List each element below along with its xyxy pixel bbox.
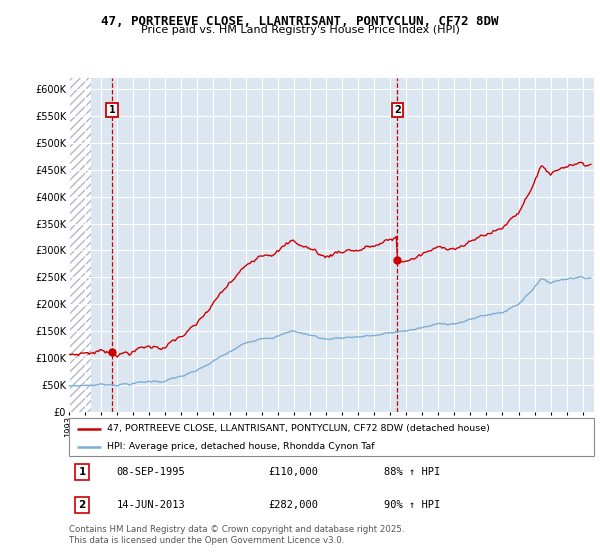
Text: 88% ↑ HPI: 88% ↑ HPI bbox=[384, 467, 440, 477]
Text: Contains HM Land Registry data © Crown copyright and database right 2025.
This d: Contains HM Land Registry data © Crown c… bbox=[69, 525, 404, 545]
Text: 1: 1 bbox=[79, 467, 86, 477]
Text: 47, PORTREEVE CLOSE, LLANTRISANT, PONTYCLUN, CF72 8DW (detached house): 47, PORTREEVE CLOSE, LLANTRISANT, PONTYC… bbox=[107, 424, 490, 433]
Text: 08-SEP-1995: 08-SEP-1995 bbox=[116, 467, 185, 477]
Text: £282,000: £282,000 bbox=[269, 500, 319, 510]
Text: 2: 2 bbox=[394, 105, 401, 115]
Text: Price paid vs. HM Land Registry's House Price Index (HPI): Price paid vs. HM Land Registry's House … bbox=[140, 25, 460, 35]
Text: £110,000: £110,000 bbox=[269, 467, 319, 477]
Text: 90% ↑ HPI: 90% ↑ HPI bbox=[384, 500, 440, 510]
Text: 14-JUN-2013: 14-JUN-2013 bbox=[116, 500, 185, 510]
Text: 1: 1 bbox=[109, 105, 116, 115]
Text: HPI: Average price, detached house, Rhondda Cynon Taf: HPI: Average price, detached house, Rhon… bbox=[107, 442, 374, 451]
FancyBboxPatch shape bbox=[69, 418, 594, 456]
Bar bbox=[69, 78, 91, 412]
Text: 47, PORTREEVE CLOSE, LLANTRISANT, PONTYCLUN, CF72 8DW: 47, PORTREEVE CLOSE, LLANTRISANT, PONTYC… bbox=[101, 15, 499, 27]
Text: 2: 2 bbox=[79, 500, 86, 510]
